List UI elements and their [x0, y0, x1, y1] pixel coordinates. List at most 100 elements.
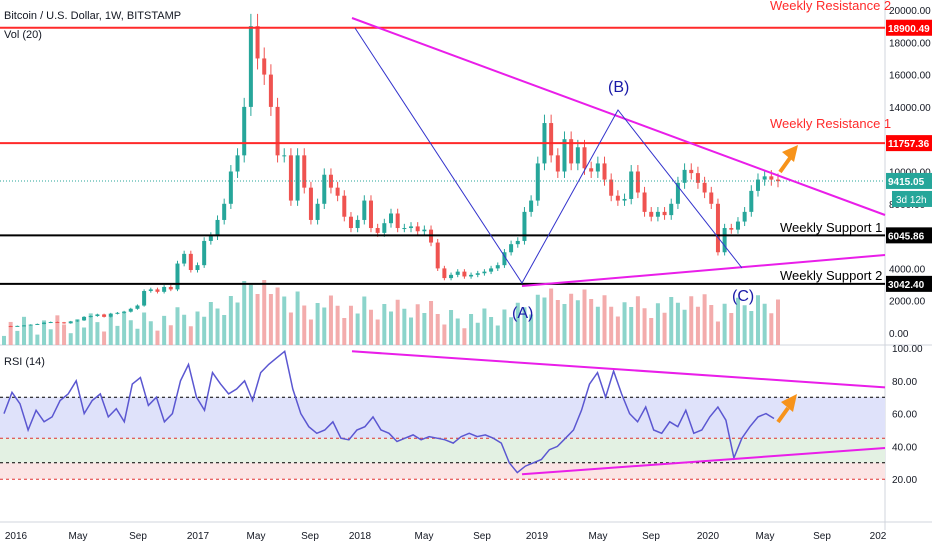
arrow-head [782, 145, 798, 162]
time-tick-label: 2020 [697, 531, 720, 542]
price-candle [469, 274, 474, 277]
volume-bar [222, 315, 227, 345]
volume-bar [108, 317, 113, 345]
price-candle [262, 58, 267, 75]
volume-bar [68, 333, 73, 345]
rsi-tick-label: 100.00 [892, 344, 923, 355]
price-candle [515, 240, 520, 245]
volume-bar [8, 321, 13, 345]
time-tick-label: 2017 [187, 531, 210, 542]
price-candle [68, 321, 73, 324]
price-candle [55, 322, 60, 324]
price-candle [535, 163, 540, 201]
price-candle [669, 203, 674, 216]
price-candle [375, 228, 380, 233]
price-candle [168, 286, 173, 290]
time-tick-label: 2018 [349, 531, 372, 542]
volume-bar [228, 296, 233, 345]
price-candle [702, 182, 707, 193]
volume-bar [689, 296, 694, 345]
price-candle [495, 265, 500, 269]
volume-bar [562, 304, 567, 345]
volume-bar [62, 324, 67, 345]
price-candle [689, 169, 694, 174]
price-candle [122, 311, 127, 313]
volume-bar [128, 320, 133, 345]
volume-bar [635, 296, 640, 345]
price-candle [335, 187, 340, 196]
price-candle [649, 211, 654, 217]
price-candle [102, 314, 107, 317]
volume-bar [175, 307, 180, 345]
volume-bar [742, 305, 747, 345]
volume-bar [22, 316, 27, 345]
volume-bar [755, 295, 760, 345]
trendline-lower [521, 254, 886, 287]
volume-bar [215, 308, 220, 345]
price-candle [509, 244, 514, 253]
volume-bar [675, 302, 680, 345]
price-candle [655, 211, 660, 217]
price-candle [268, 74, 273, 107]
volume-bar [669, 297, 674, 345]
time-tick-label: Sep [129, 531, 147, 542]
price-tick-label: 0.00 [889, 329, 909, 340]
price-marker-label: 3042.40 [888, 280, 925, 291]
volume-bar [342, 318, 347, 345]
price-candle [255, 26, 260, 59]
countdown-label: 3d 12h [896, 195, 927, 206]
volume-bar [102, 331, 107, 345]
price-candle [475, 273, 480, 275]
price-candle [589, 168, 594, 172]
price-candle [602, 163, 607, 180]
volume-bar [282, 296, 287, 345]
price-candle [275, 106, 280, 156]
price-tick-label: 20000.00 [889, 6, 931, 17]
price-candle [35, 323, 40, 325]
price-candle [368, 200, 373, 229]
price-candle [362, 200, 367, 220]
volume-bar [776, 299, 780, 345]
price-candle [529, 200, 534, 212]
price-marker-label: 6045.86 [888, 231, 925, 242]
volume-bar [542, 297, 547, 345]
volume-bar [235, 302, 240, 345]
volume-bar [82, 327, 87, 345]
volume-bar [202, 316, 207, 345]
price-candle [342, 195, 347, 217]
price-marker-box [886, 172, 932, 189]
volume-bar [575, 300, 580, 345]
volume-bar [195, 311, 200, 345]
volume-bar [162, 315, 167, 345]
price-candle [282, 155, 287, 157]
price-candle [455, 271, 460, 275]
volume-bar [469, 314, 474, 345]
time-tick-label: Sep [301, 531, 319, 542]
volume-bar [682, 309, 687, 345]
price-candle [729, 228, 734, 230]
volume-bar [322, 307, 327, 345]
price-candle [642, 192, 647, 212]
rsi-band-upper [0, 397, 885, 439]
volume-bar [135, 328, 140, 345]
volume-bar [42, 320, 47, 345]
volume-bar [315, 303, 320, 345]
price-candle [415, 226, 420, 232]
volume-bar [382, 304, 387, 345]
volume-bar [735, 297, 740, 345]
price-candle [22, 325, 27, 327]
volume-bar [48, 329, 53, 345]
price-candle [622, 198, 627, 201]
volume-bar [362, 296, 367, 345]
level-label: Weekly Resistance 2 [770, 0, 891, 13]
volume-bar [462, 328, 467, 345]
volume-bar [655, 303, 660, 345]
price-candle [215, 219, 220, 237]
price-candle [108, 313, 113, 317]
price-candle [162, 286, 167, 292]
price-candle [742, 211, 747, 222]
price-candle [322, 174, 327, 204]
price-candle [115, 312, 120, 314]
